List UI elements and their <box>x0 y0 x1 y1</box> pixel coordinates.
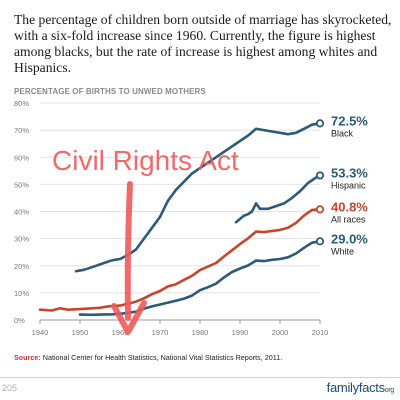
series-name-label: Black <box>331 128 354 138</box>
footer-divider <box>0 377 400 378</box>
series-value-label: 29.0% <box>331 231 368 246</box>
annotation-arrow-shaft <box>124 181 133 321</box>
series-end-marker <box>315 171 325 180</box>
x-tick-label: 2000 <box>272 328 289 337</box>
familyfacts-logo: familyfactsorg <box>326 380 395 395</box>
y-tick-label: 10% <box>14 289 29 298</box>
source-label: Source: <box>14 353 41 362</box>
series-end-marker <box>315 205 325 214</box>
series-value-label: 53.3% <box>331 165 368 180</box>
series-name-label: Hispanic <box>331 180 366 190</box>
source-note: Source: National Center for Health Stati… <box>14 353 282 362</box>
y-tick-label: 70% <box>14 126 29 135</box>
series-line-hispanic <box>234 174 322 224</box>
y-tick-label: 60% <box>14 153 29 162</box>
y-tick-label: 30% <box>14 235 29 244</box>
x-tick-label: 1990 <box>232 328 249 337</box>
chart-title: PERCENTAGE OF BIRTHS TO UNWED MOTHERS <box>14 87 206 96</box>
x-tick-label: 1960 <box>112 328 129 337</box>
x-tick-label: 1950 <box>72 328 89 337</box>
series-name-label: White <box>331 246 354 256</box>
x-tick-label: 1980 <box>192 328 209 337</box>
series-end-marker <box>315 119 325 128</box>
page-number: 205 <box>2 383 18 393</box>
annotation-arrow-head <box>111 300 147 335</box>
source-text: National Center for Health Statistics, N… <box>42 353 283 362</box>
civil-rights-act-annotation: Civil Rights Act <box>52 145 239 176</box>
x-tick-label: 2010 <box>312 328 329 337</box>
series-line-black <box>74 122 322 273</box>
y-tick-label: 20% <box>14 262 29 271</box>
series-name-label: All races <box>331 214 366 224</box>
series-line-all-races <box>38 208 322 312</box>
series-value-label: 40.8% <box>331 199 368 214</box>
intro-text: The percentage of children born outside … <box>14 12 392 75</box>
y-tick-label: 40% <box>14 208 29 217</box>
brand-suffix: org <box>384 387 395 394</box>
x-tick-label: 1940 <box>32 328 49 337</box>
y-tick-label: 80% <box>14 99 29 108</box>
y-tick-label: 0% <box>14 316 25 325</box>
series-value-label: 72.5% <box>331 113 368 128</box>
x-tick-label: 1970 <box>152 328 169 337</box>
series-end-marker <box>315 237 325 246</box>
brand-name: familyfacts <box>326 380 385 395</box>
y-tick-label: 50% <box>14 180 29 189</box>
